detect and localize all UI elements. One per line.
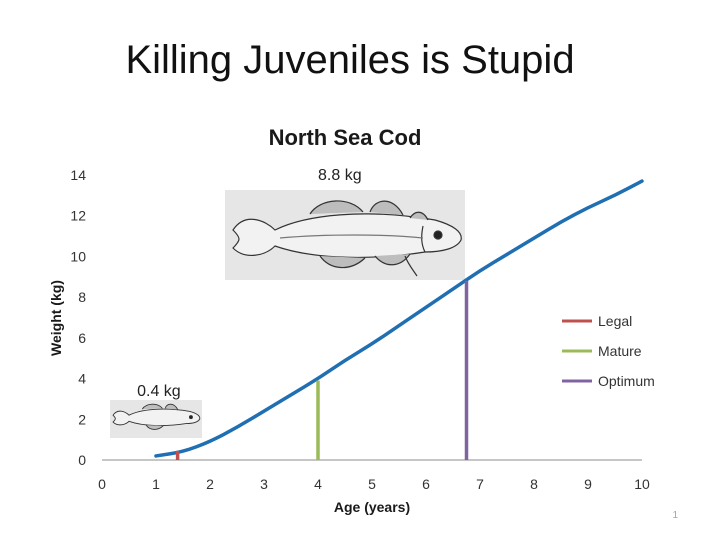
small-cod-illustration <box>110 400 202 438</box>
x-tick-label: 0 <box>98 476 106 492</box>
weight-annotation: 0.4 kg <box>137 383 181 400</box>
x-tick-label: 10 <box>634 476 650 492</box>
x-tick-label: 8 <box>530 476 538 492</box>
x-axis-label: Age (years) <box>334 499 410 515</box>
x-tick-label: 5 <box>368 476 376 492</box>
slide-number: 1 <box>672 510 678 521</box>
legend-label-optimum: Optimum <box>598 373 655 389</box>
growth-curve-line <box>154 179 644 458</box>
legend-label-legal: Legal <box>598 313 632 329</box>
large-cod-illustration <box>225 190 465 280</box>
x-tick-label: 6 <box>422 476 430 492</box>
x-tick-label: 1 <box>152 476 160 492</box>
y-tick-label: 0 <box>78 452 86 468</box>
y-axis-label: Weight (kg) <box>48 280 64 356</box>
x-tick-label: 2 <box>206 476 214 492</box>
x-tick-label: 3 <box>260 476 268 492</box>
x-tick-label: 9 <box>584 476 592 492</box>
chart-title: North Sea Cod <box>269 125 422 150</box>
slide-title: Killing Juveniles is Stupid <box>125 38 575 82</box>
x-tick-label: 7 <box>476 476 484 492</box>
weight-annotation: 8.8 kg <box>318 167 362 184</box>
y-tick-label: 10 <box>70 248 86 264</box>
y-tick-label: 6 <box>78 330 86 346</box>
y-tick-label: 12 <box>70 208 86 224</box>
y-tick-label: 8 <box>78 289 86 305</box>
y-tick-label: 14 <box>70 167 86 183</box>
x-tick-label: 4 <box>314 476 322 492</box>
y-tick-label: 2 <box>78 411 86 427</box>
legend-label-mature: Mature <box>598 343 642 359</box>
y-tick-label: 4 <box>78 371 86 387</box>
